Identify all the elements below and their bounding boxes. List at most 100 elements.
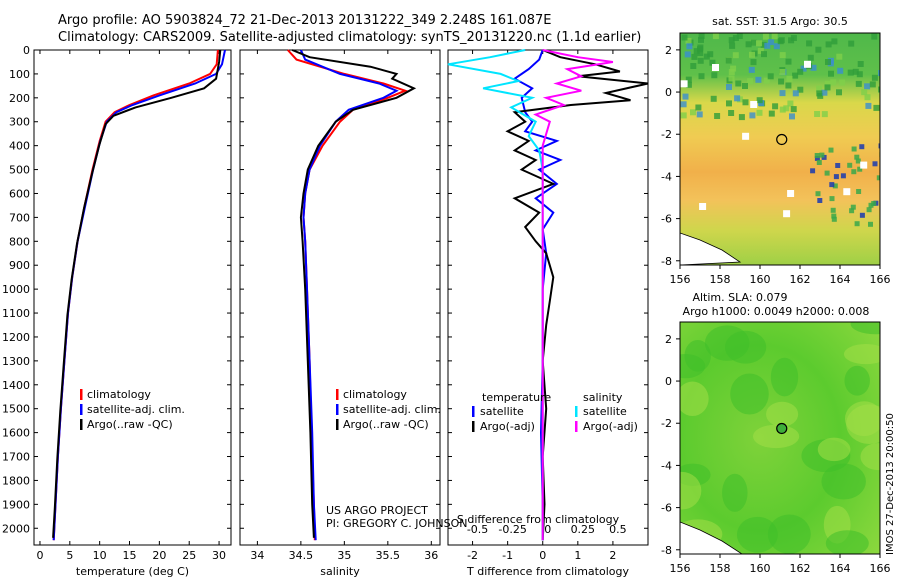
depth-tick-label: 1400 bbox=[2, 379, 30, 392]
sla-map-title-line1: Altim. SLA: 0.079 bbox=[692, 291, 787, 304]
x-tick-label: 35.5 bbox=[376, 549, 401, 562]
x-tick-label: 36 bbox=[424, 549, 438, 562]
legend-label: satellite-adj. clim. bbox=[87, 403, 185, 416]
legend-swatch bbox=[336, 404, 339, 415]
s-diff-axis-label: S difference from climatology bbox=[457, 513, 620, 526]
s-diff-tick-label: 0.25 bbox=[571, 523, 596, 536]
x-tick-label: 35 bbox=[337, 549, 351, 562]
legend-swatch bbox=[336, 419, 339, 430]
map-x-tick-label: 156 bbox=[670, 273, 691, 286]
depth-tick-label: 300 bbox=[9, 116, 30, 129]
profile-title: Argo profile: AO 5903824_72 21-Dec-2013 … bbox=[58, 13, 552, 28]
s-diff-tick-label: -0.25 bbox=[498, 523, 526, 536]
legend-group-salinity: salinity bbox=[583, 391, 623, 404]
s-diff-tick-label: 0.5 bbox=[609, 523, 627, 536]
map-x-tick-label: 162 bbox=[790, 562, 811, 575]
depth-tick-label: 800 bbox=[9, 235, 30, 248]
map-y-tick-label: -2 bbox=[661, 417, 672, 430]
depth-tick-label: 1100 bbox=[2, 307, 30, 320]
depth-tick-label: 1900 bbox=[2, 498, 30, 511]
series-line bbox=[291, 49, 417, 538]
argo-position-marker bbox=[776, 133, 788, 146]
map-x-tick-label: 162 bbox=[790, 273, 811, 286]
depth-tick-label: 700 bbox=[9, 211, 30, 224]
x-tick-label: 10 bbox=[93, 549, 107, 562]
depth-tick-label: 1000 bbox=[2, 283, 30, 296]
sst-map bbox=[680, 33, 880, 265]
map-y-tick-label: 0 bbox=[665, 375, 672, 388]
x-tick-label: 1 bbox=[574, 549, 581, 562]
credit-pi: PI: GREGORY C. JOHNSON bbox=[326, 517, 467, 530]
difference-panel bbox=[447, 49, 649, 546]
legend-group-temperature: temperature bbox=[482, 391, 551, 404]
salinity-panel bbox=[239, 49, 441, 546]
depth-tick-label: 2000 bbox=[2, 522, 30, 535]
x-tick-label: 15 bbox=[123, 549, 137, 562]
legend-swatch bbox=[80, 404, 83, 415]
depth-tick-label: 500 bbox=[9, 164, 30, 177]
map-y-tick-label: -8 bbox=[661, 544, 672, 557]
map-y-tick-label: 0 bbox=[665, 86, 672, 99]
legend-label: satellite bbox=[583, 405, 627, 418]
legend-label: climatology bbox=[87, 388, 151, 401]
s-diff-tick-label: -0.5 bbox=[467, 523, 488, 536]
depth-tick-label: 900 bbox=[9, 259, 30, 272]
x-tick-label: 20 bbox=[152, 549, 166, 562]
map-y-tick-label: -4 bbox=[661, 459, 672, 472]
series-line bbox=[52, 49, 222, 538]
legend-label: Argo(-adj) bbox=[480, 420, 535, 433]
legend-swatch bbox=[80, 419, 83, 430]
map-y-tick-label: -6 bbox=[661, 213, 672, 226]
x-axis-label: salinity bbox=[320, 565, 360, 578]
x-tick-label: 25 bbox=[182, 549, 196, 562]
x-tick-label: -1 bbox=[502, 549, 513, 562]
sla-map-frame bbox=[679, 321, 881, 555]
map-y-tick-label: -8 bbox=[661, 255, 672, 268]
sla-map bbox=[680, 322, 880, 554]
x-axis-label: T difference from climatology bbox=[466, 565, 629, 578]
depth-tick-label: 200 bbox=[9, 92, 30, 105]
imos-watermark: IMOS 27-Dec-2013 20:00:50 bbox=[885, 413, 896, 555]
x-tick-label: 30 bbox=[212, 549, 226, 562]
depth-tick-label: 0 bbox=[23, 44, 30, 57]
sst-map-title: sat. SST: 31.5 Argo: 30.5 bbox=[712, 15, 848, 28]
series-line bbox=[505, 49, 649, 541]
legend-swatch bbox=[575, 421, 578, 432]
legend-label: climatology bbox=[343, 388, 407, 401]
map-y-tick-label: -6 bbox=[661, 502, 672, 515]
x-tick-label: 5 bbox=[66, 549, 73, 562]
depth-tick-label: 1700 bbox=[2, 451, 30, 464]
depth-tick-label: 1600 bbox=[2, 427, 30, 440]
depth-tick-label: 600 bbox=[9, 187, 30, 200]
map-x-tick-label: 158 bbox=[710, 273, 731, 286]
legend-label: satellite-adj. clim. bbox=[343, 403, 441, 416]
map-y-tick-label: 2 bbox=[665, 44, 672, 57]
x-tick-label: 0 bbox=[539, 549, 546, 562]
depth-tick-label: 100 bbox=[9, 68, 30, 81]
map-y-tick-label: -2 bbox=[661, 128, 672, 141]
series-line bbox=[299, 49, 399, 541]
map-y-tick-label: -4 bbox=[661, 170, 672, 183]
map-x-tick-label: 164 bbox=[830, 273, 851, 286]
x-tick-label: 0 bbox=[36, 549, 43, 562]
legend-label: Argo(..raw -QC) bbox=[343, 418, 429, 431]
legend-swatch bbox=[472, 421, 475, 432]
legend-swatch bbox=[472, 406, 475, 417]
map-x-tick-label: 156 bbox=[670, 562, 691, 575]
s-diff-tick-label: 0 bbox=[544, 523, 551, 536]
series-line bbox=[533, 49, 614, 541]
x-tick-label: 34 bbox=[250, 549, 264, 562]
depth-tick-label: 1800 bbox=[2, 474, 30, 487]
temperature-panel bbox=[33, 49, 232, 546]
x-axis-label: temperature (deg C) bbox=[76, 565, 189, 578]
sla-map-title-line2: Argo h1000: 0.0049 h2000: 0.008 bbox=[683, 305, 870, 318]
x-tick-label: -2 bbox=[467, 549, 478, 562]
map-x-tick-label: 160 bbox=[750, 273, 771, 286]
legend-swatch bbox=[575, 406, 578, 417]
map-x-tick-label: 160 bbox=[750, 562, 771, 575]
map-x-tick-label: 164 bbox=[830, 562, 851, 575]
climatology-title: Climatology: CARS2009. Satellite-adjuste… bbox=[58, 30, 642, 45]
x-tick-label: 2 bbox=[609, 549, 616, 562]
legend-label: Argo(..raw -QC) bbox=[87, 418, 173, 431]
